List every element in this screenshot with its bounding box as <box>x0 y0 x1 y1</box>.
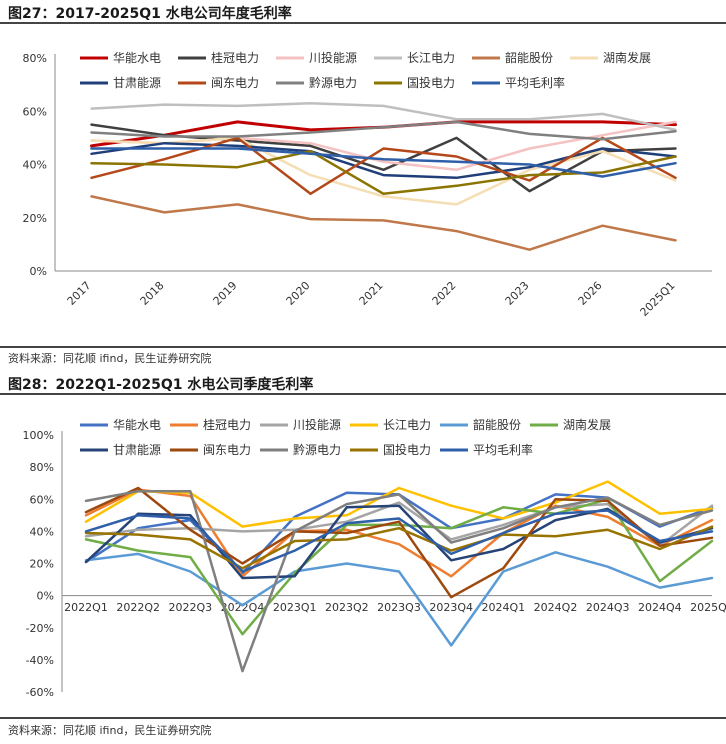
y-tick-label: -20% <box>26 622 54 635</box>
y-tick-label: 40% <box>30 525 54 538</box>
y-tick-label: 0% <box>30 265 47 278</box>
x-tick-label: 2023Q4 <box>429 601 473 614</box>
x-tick-label: 2025Q1 <box>690 601 726 614</box>
series-line <box>90 141 677 180</box>
legend-label: 闽东电力 <box>211 76 259 90</box>
legend-label: 甘肃能源 <box>113 76 161 90</box>
figure-2-bottom-rule <box>0 717 726 719</box>
x-tick-label: 2026 <box>576 279 605 308</box>
legend-label: 平均毛利率 <box>473 442 533 457</box>
series-line <box>90 149 677 196</box>
series-line <box>84 488 714 578</box>
x-tick-label: 2024Q1 <box>482 601 526 614</box>
x-tick-label: 2019 <box>211 279 240 308</box>
series-line <box>84 486 714 599</box>
legend-label: 华能水电 <box>113 51 161 65</box>
annual-gross-margin-chart: 0% 20% 40% 60% 80% 2017 2018 2019 2020 2021 2022 20… <box>23 50 712 319</box>
x-tick-label: 2017 <box>65 279 94 308</box>
x-tick-label: 2024Q2 <box>534 601 578 614</box>
figure-1-top-rule <box>0 22 726 24</box>
y-tick-label: 80% <box>30 461 54 474</box>
legend-label: 国投电力 <box>383 442 431 457</box>
quarterly-gross-margin-chart: -60% -40% -20% 0% 20% 40% 60% 80% 100% 2022Q1 2022… <box>23 417 726 699</box>
legend-label: 国投电力 <box>407 75 455 90</box>
y-tick-label: 20% <box>30 558 54 571</box>
legend-label: 桂冠电力 <box>203 417 251 432</box>
legend-label: 川投能源 <box>293 417 341 432</box>
y-tick-label: 40% <box>23 159 47 172</box>
figure-1-title: 图27：2017-2025Q1 水电公司年度毛利率 <box>8 6 292 22</box>
legend-label: 韶能股份 <box>473 417 521 432</box>
y-tick-label: 20% <box>23 212 47 225</box>
figure-1-source: 资料来源：同花顺 ifind，民生证券研究院 <box>8 352 212 365</box>
y-tick-label: -40% <box>26 654 54 667</box>
series-line <box>90 195 677 251</box>
x-tick-label: 2024Q3 <box>586 601 630 614</box>
figure-2-source: 资料来源：同花顺 ifind，民生证券研究院 <box>8 724 212 737</box>
x-tick-label: 2021 <box>357 279 386 308</box>
y-tick-label: 100% <box>23 429 54 442</box>
series-line <box>84 498 714 636</box>
legend-label: 长江电力 <box>407 51 455 65</box>
figure-2-top-rule <box>0 393 726 395</box>
figure-1-bottom-rule <box>0 346 726 348</box>
legend-label: 川投能源 <box>309 50 357 65</box>
x-tick-label: 2022Q3 <box>169 601 213 614</box>
figure-2-title: 图28：2022Q1-2025Q1 水电公司季度毛利率 <box>8 377 314 393</box>
legend-label: 平均毛利率 <box>505 75 565 90</box>
x-tick-label: 2020 <box>284 279 313 308</box>
legend-label: 黔源电力 <box>293 442 341 457</box>
y-tick-label: -60% <box>26 686 54 699</box>
legend-label: 华能水电 <box>113 418 161 432</box>
legend-label: 湖南发展 <box>563 417 611 432</box>
y-tick-label: 80% <box>23 52 47 65</box>
series-line <box>90 120 677 141</box>
y-tick-label: 60% <box>23 105 47 118</box>
legend-label: 桂冠电力 <box>211 50 259 65</box>
series-line <box>90 147 677 178</box>
legend-label: 湖南发展 <box>603 50 651 65</box>
series-line <box>84 551 714 647</box>
x-tick-label: 2024Q4 <box>638 601 682 614</box>
series-line <box>90 102 677 132</box>
x-tick-label: 2018 <box>138 279 167 308</box>
series-line <box>90 123 677 193</box>
y-tick-label: 60% <box>30 493 54 506</box>
x-tick-label: 2023 <box>503 279 532 308</box>
x-tick-label: 2022Q4 <box>221 601 265 614</box>
series-line <box>90 136 677 206</box>
x-tick-label: 2023Q2 <box>325 601 369 614</box>
legend-label: 韶能股份 <box>505 50 553 65</box>
legend-label: 甘肃能源 <box>113 443 161 457</box>
legend-label: 黔源电力 <box>309 75 357 90</box>
series-line <box>84 489 714 673</box>
x-tick-label: 2023Q3 <box>377 601 421 614</box>
series-line <box>84 509 714 573</box>
x-tick-label: 2023Q1 <box>273 601 317 614</box>
series-line <box>84 525 714 570</box>
legend-label: 闽东电力 <box>203 443 251 457</box>
legend-label: 长江电力 <box>383 418 431 432</box>
series-line <box>84 504 714 580</box>
x-tick-label: 2022Q1 <box>64 601 108 614</box>
x-tick-label: 2022Q2 <box>116 601 160 614</box>
x-tick-label: 2022 <box>430 279 459 308</box>
series-line <box>90 136 677 196</box>
y-tick-label: 0% <box>37 590 54 603</box>
x-tick-label: 2025Q1 <box>638 279 678 319</box>
